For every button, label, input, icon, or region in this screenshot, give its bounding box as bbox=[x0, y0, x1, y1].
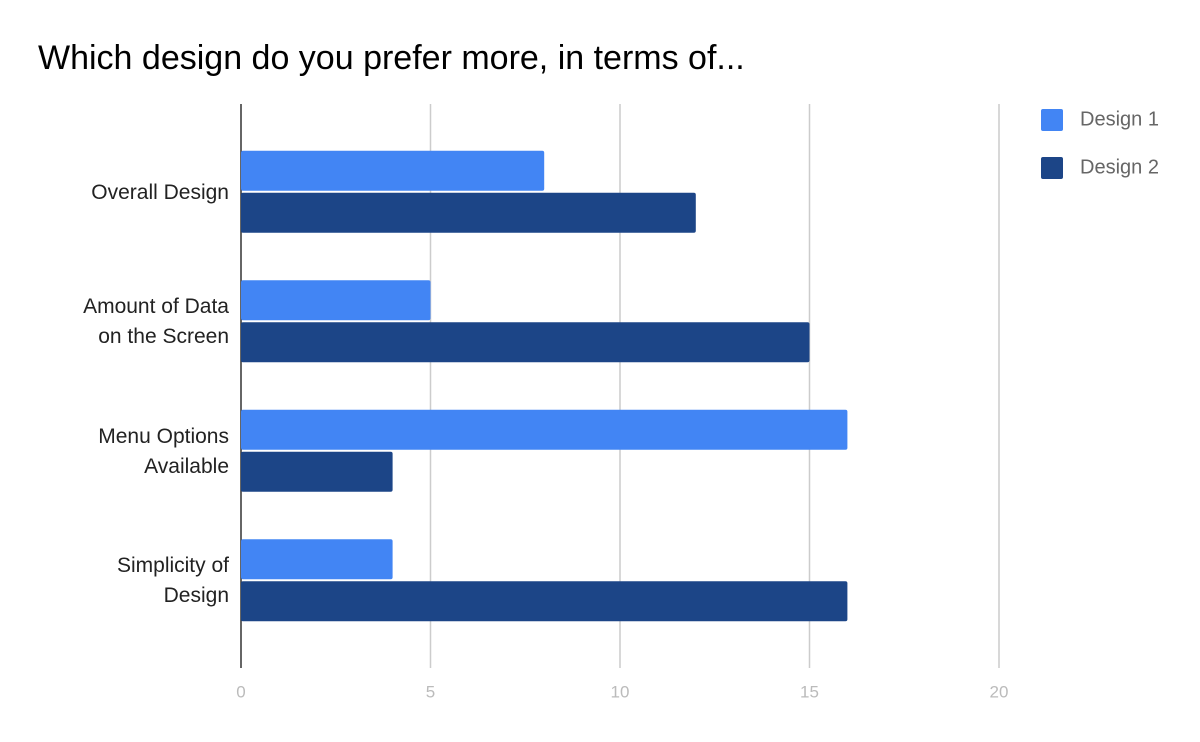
bar bbox=[241, 409, 848, 450]
y-tick-label: Simplicity of Design bbox=[116, 554, 229, 608]
bar bbox=[241, 280, 431, 321]
legend-label: Design 1 bbox=[1080, 108, 1159, 130]
x-tick-label: 15 bbox=[800, 682, 819, 701]
legend-label: Design 2 bbox=[1080, 156, 1159, 178]
bar bbox=[241, 539, 393, 580]
bar bbox=[241, 451, 393, 492]
x-tick-label: 10 bbox=[611, 682, 630, 701]
x-tick-label: 0 bbox=[236, 682, 245, 701]
y-tick-label: Amount of Data on the Screen bbox=[83, 295, 229, 349]
bar bbox=[241, 192, 696, 233]
x-tick-label: 5 bbox=[426, 682, 435, 701]
y-tick-label: Menu Options Available bbox=[98, 424, 229, 478]
bar bbox=[241, 322, 810, 363]
x-tick-label: 20 bbox=[990, 682, 1009, 701]
y-tick-label: Overall Design bbox=[91, 180, 229, 204]
chart-title: Which design do you prefer more, in term… bbox=[38, 39, 745, 77]
bar bbox=[241, 150, 545, 191]
legend-swatch bbox=[1041, 109, 1063, 131]
bar bbox=[241, 581, 848, 622]
legend-swatch bbox=[1041, 157, 1063, 179]
